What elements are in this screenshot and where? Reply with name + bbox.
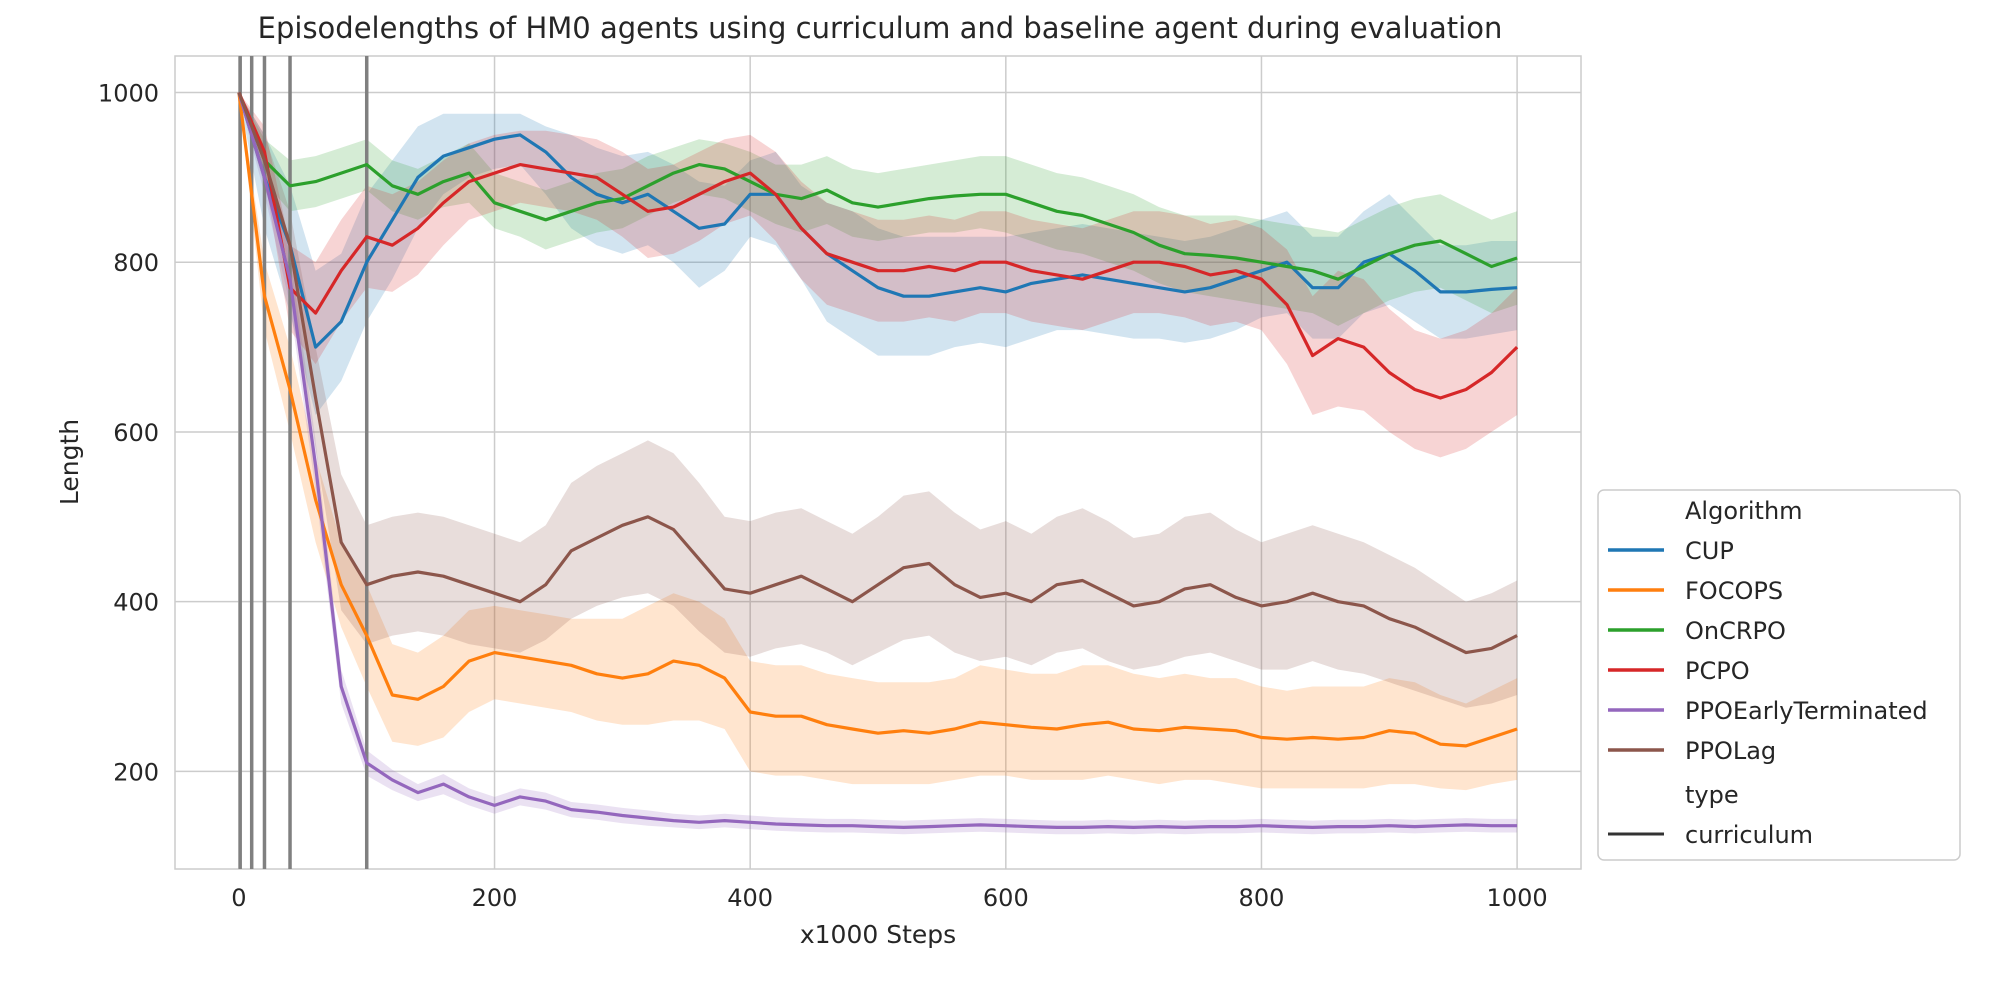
- legend-label-cup: CUP: [1685, 537, 1734, 565]
- line-ppolag: [237, 91, 1518, 655]
- x-tick-label: 600: [983, 884, 1029, 912]
- legend-label-curriculum: curriculum: [1685, 821, 1813, 849]
- y-tick-label: 1000: [98, 79, 159, 107]
- y-tick-labels: 200 400 600 800 1000: [98, 79, 159, 786]
- line-focops: [237, 92, 1518, 748]
- band-pcpo: [238, 92, 1518, 458]
- y-axis-label: Length: [55, 419, 84, 505]
- x-tick-labels: 0 200 400 600 800 1000: [231, 884, 1547, 912]
- x-tick-label: 1000: [1487, 884, 1548, 912]
- line-ppoearlyterminated: [237, 92, 1518, 830]
- x-axis-label: x1000 Steps: [800, 920, 956, 949]
- line-oncrpo: [237, 91, 1518, 281]
- y-tick-label: 600: [113, 419, 159, 447]
- y-tick-label: 400: [113, 589, 159, 617]
- y-tick-label: 200: [113, 758, 159, 786]
- y-tick-label: 800: [113, 249, 159, 277]
- x-tick-label: 800: [1239, 884, 1285, 912]
- legend: Algorithm CUP FOCOPS OnCRPO PCPO PPOEarlyTer…: [1597, 489, 1961, 861]
- band-focops: [238, 92, 1518, 791]
- legend-label-pcpo: PCPO: [1685, 657, 1750, 685]
- legend-label-ppoearlyterminated: PPOEarlyTerminated: [1685, 697, 1928, 725]
- series-lines: [237, 91, 1519, 830]
- x-tick-label: 400: [727, 884, 773, 912]
- line-pcpo: [237, 91, 1519, 400]
- legend-header-algorithm: Algorithm: [1685, 497, 1803, 525]
- band-ppolag: [238, 92, 1518, 708]
- legend-label-oncrpo: OnCRPO: [1685, 617, 1786, 645]
- legend-header-type: type: [1685, 781, 1739, 809]
- x-tick-label: 0: [231, 884, 246, 912]
- band-cup: [238, 92, 1518, 415]
- legend-box: [1597, 489, 1961, 861]
- band-oncrpo: [238, 92, 1518, 326]
- line-cup: [237, 92, 1518, 349]
- legend-label-focops: FOCOPS: [1685, 577, 1783, 605]
- chart-title: Episodelengths of HM0 agents using curri…: [258, 11, 1503, 45]
- legend-label-ppolag: PPOLag: [1685, 737, 1776, 765]
- x-tick-label: 200: [472, 884, 518, 912]
